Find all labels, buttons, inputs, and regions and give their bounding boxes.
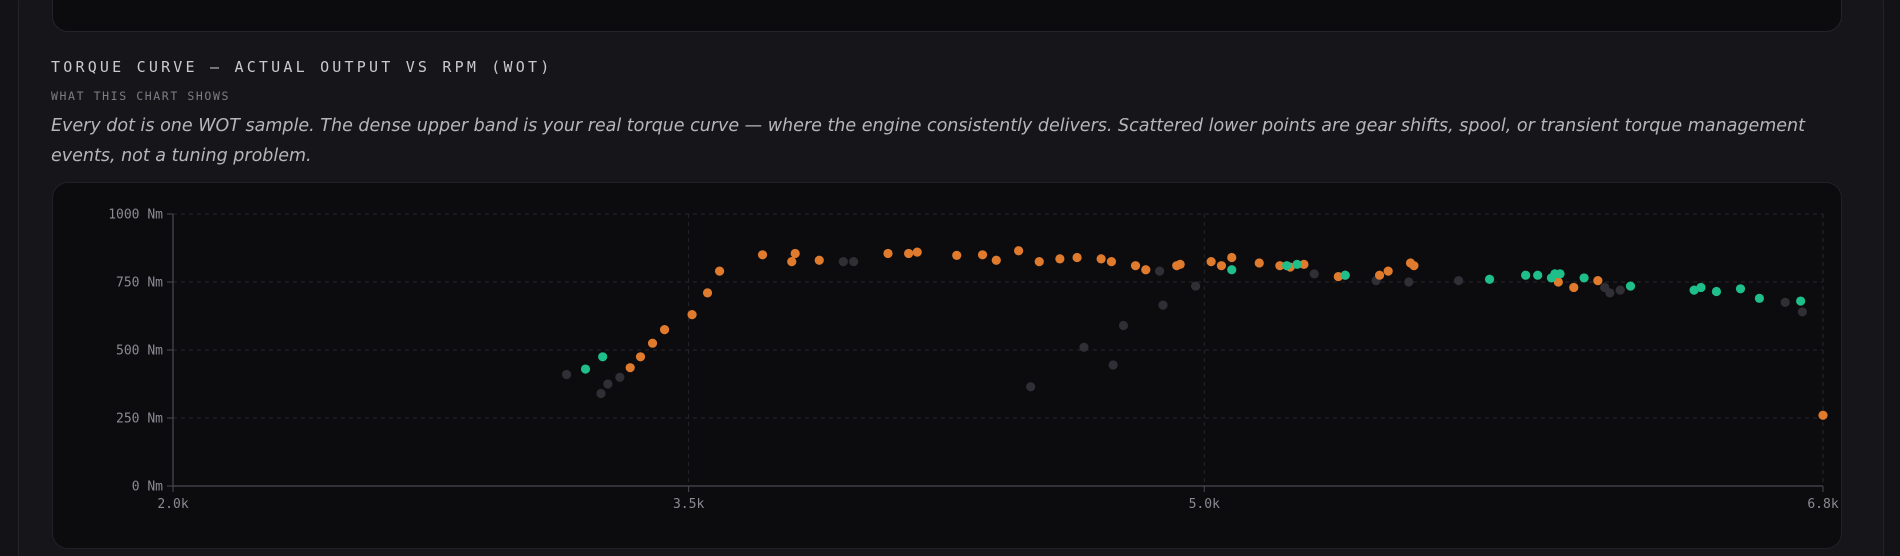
- data-point-orange: [977, 250, 988, 260]
- data-point-orange: [625, 363, 635, 373]
- data-point-orange: [1409, 261, 1419, 271]
- data-point-green: [1550, 269, 1560, 279]
- data-point-orange: [714, 266, 725, 276]
- data-point-green: [1282, 261, 1292, 271]
- data-point-orange: [1055, 254, 1065, 264]
- data-point-orange: [702, 288, 713, 298]
- data-point-orange: [1096, 254, 1106, 264]
- data-point-orange: [991, 255, 1001, 265]
- y-tick-label: 750 Nm: [116, 276, 163, 291]
- data-point-green: [1625, 281, 1636, 291]
- data-point-orange: [814, 255, 824, 265]
- data-point-orange: [1216, 261, 1227, 271]
- data-point-gray: [1309, 269, 1319, 279]
- data-point-orange: [687, 310, 697, 320]
- data-point-gray: [1026, 382, 1036, 392]
- data-point-orange: [1553, 277, 1563, 287]
- data-point-green: [1292, 259, 1302, 269]
- torque-chart-card: 0 Nm 250 Nm 500 Nm 750 Nm 1000 Nm 2.0k 3.5k 5.0…: [52, 182, 1842, 549]
- data-point-green: [1754, 293, 1765, 303]
- chart-points: [561, 246, 1828, 420]
- data-point-orange: [790, 248, 800, 259]
- data-point-gray: [1108, 360, 1118, 370]
- data-point-green: [1735, 284, 1746, 294]
- data-point-green: [1696, 282, 1706, 293]
- data-point-orange: [1275, 261, 1285, 271]
- data-point-orange: [1593, 276, 1603, 286]
- data-point-gray: [615, 372, 625, 382]
- data-point-green: [1796, 296, 1806, 306]
- data-point-orange: [952, 250, 962, 260]
- data-point-gray: [1118, 320, 1129, 331]
- y-tick-label: 500 Nm: [116, 344, 163, 359]
- data-point-orange: [1569, 282, 1579, 293]
- x-tick-label: 2.0k: [157, 497, 188, 512]
- data-point-orange: [635, 352, 646, 362]
- data-point-orange: [1141, 265, 1151, 275]
- data-point-gray: [1404, 277, 1414, 287]
- data-point-orange: [787, 257, 797, 267]
- x-tick-label: 3.5k: [673, 497, 704, 512]
- section-description: Every dot is one WOT sample. The dense u…: [51, 116, 1805, 166]
- x-tick-label: 5.0k: [1189, 497, 1220, 512]
- data-point-orange: [1227, 252, 1237, 263]
- data-point-orange: [1130, 261, 1141, 271]
- y-tick-label: 250 Nm: [116, 412, 163, 427]
- data-point-orange: [1299, 259, 1309, 269]
- data-point-gray: [849, 257, 859, 267]
- chart-tick-labels: 0 Nm 250 Nm 500 Nm 750 Nm 1000 Nm 2.0k 3.5k 5.0…: [108, 208, 1839, 513]
- data-point-green: [1533, 270, 1543, 280]
- data-point-gray: [1605, 288, 1615, 298]
- data-point-green: [580, 364, 591, 374]
- data-point-orange: [1254, 258, 1264, 268]
- data-point-green: [1484, 274, 1495, 284]
- data-point-gray: [1154, 266, 1165, 276]
- data-point-orange: [647, 338, 658, 348]
- data-point-orange: [1014, 246, 1024, 256]
- chart-axes: [167, 213, 1824, 492]
- data-point-green: [1340, 270, 1350, 280]
- data-point-orange: [1818, 410, 1828, 420]
- data-point-orange: [912, 247, 922, 257]
- y-tick-label: 1000 Nm: [108, 208, 163, 223]
- previous-card: [52, 0, 1842, 32]
- section-subheading: WHAT THIS CHART SHOWS: [51, 89, 230, 103]
- data-point-orange: [1374, 270, 1385, 280]
- x-tick-label: 6.8k: [1807, 497, 1838, 512]
- data-point-orange: [904, 248, 914, 259]
- data-point-green: [1579, 273, 1589, 283]
- data-point-green: [1711, 286, 1722, 297]
- data-point-gray: [1191, 281, 1201, 291]
- data-point-orange: [659, 325, 670, 335]
- data-point-orange: [1106, 257, 1117, 267]
- y-tick-label: 0 Nm: [132, 480, 163, 495]
- data-point-orange: [1383, 266, 1393, 276]
- data-point-gray: [596, 388, 606, 399]
- data-point-gray: [561, 369, 572, 380]
- data-point-gray: [603, 379, 613, 389]
- data-point-green: [1521, 270, 1531, 280]
- chart-grid: [173, 213, 1824, 486]
- data-point-gray: [1615, 285, 1625, 295]
- data-point-green: [598, 352, 608, 362]
- data-point-orange: [1333, 271, 1343, 282]
- data-point-gray: [1079, 342, 1089, 352]
- data-point-orange: [757, 250, 768, 260]
- data-point-gray: [1454, 276, 1464, 286]
- section-title: TORQUE CURVE — ACTUAL OUTPUT VS RPM (WOT…: [51, 58, 553, 76]
- data-point-gray: [1158, 300, 1168, 310]
- data-point-orange: [1072, 252, 1082, 263]
- data-point-gray: [838, 257, 848, 267]
- torque-scatter-chart: 0 Nm 250 Nm 500 Nm 750 Nm 1000 Nm 2.0k 3.5k 5.0…: [108, 208, 1839, 513]
- data-point-orange: [1034, 257, 1044, 267]
- data-point-green: [1227, 265, 1237, 275]
- data-point-orange: [1175, 259, 1185, 269]
- data-point-gray: [1780, 297, 1790, 307]
- data-point-gray: [1797, 307, 1807, 317]
- data-point-orange: [883, 248, 893, 259]
- data-point-orange: [1206, 257, 1216, 267]
